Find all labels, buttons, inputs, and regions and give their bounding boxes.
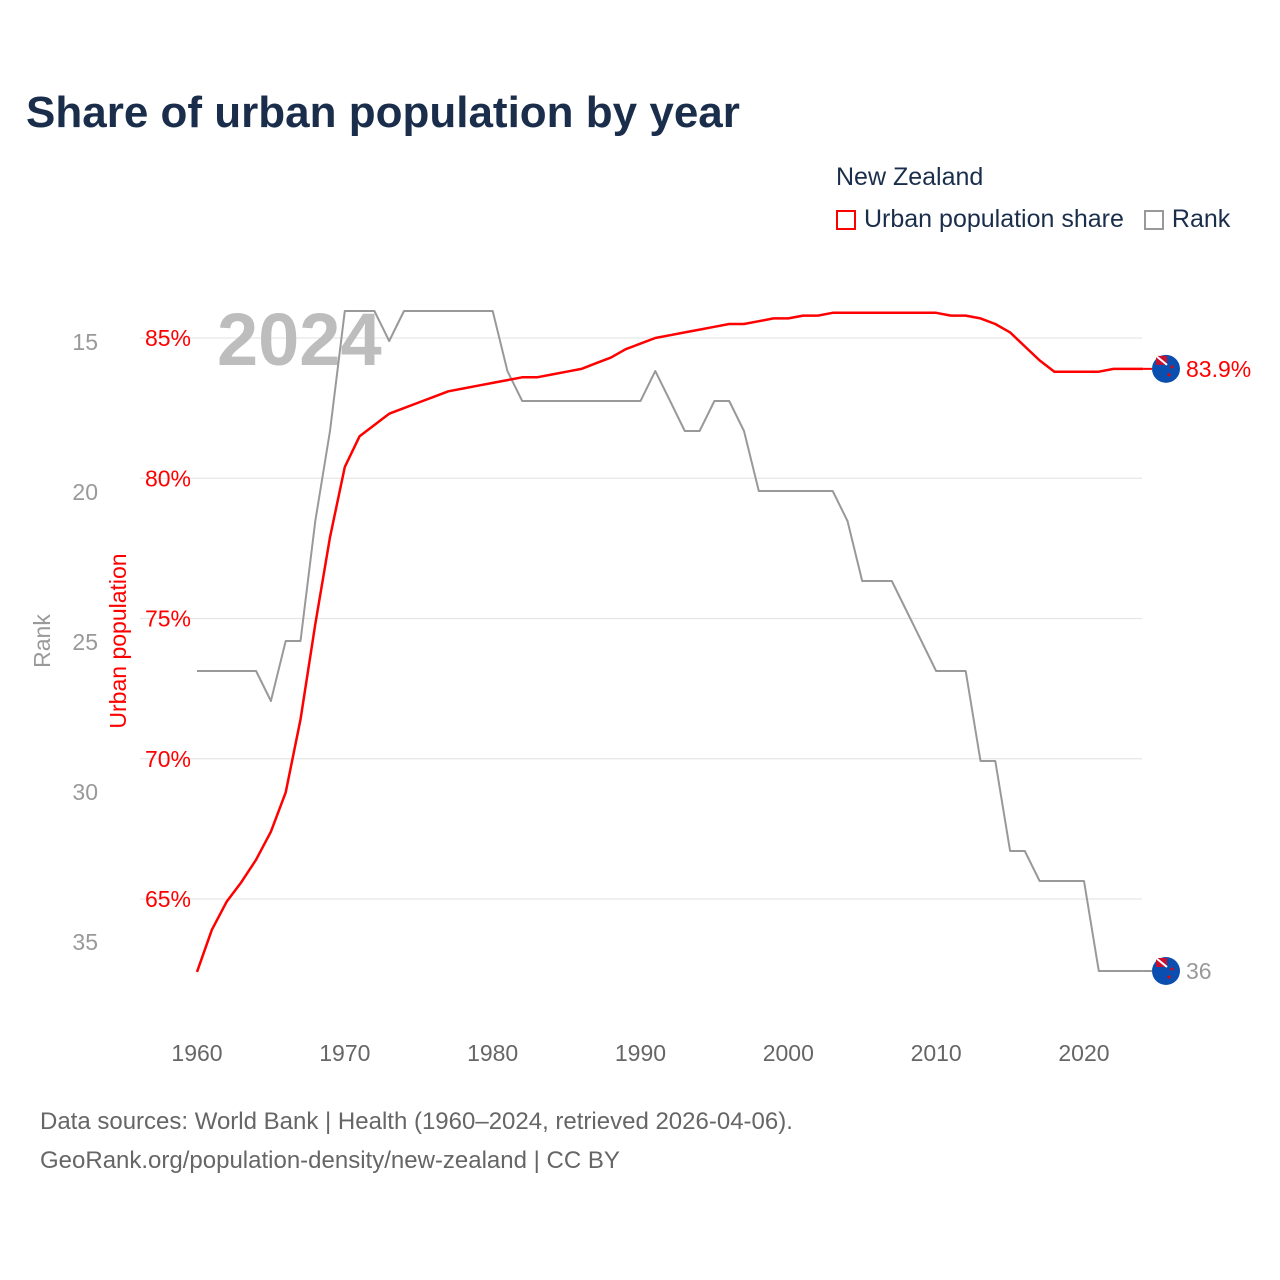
chart-title: Share of urban population by year (26, 88, 740, 137)
x-tick-label: 2020 (1058, 1040, 1109, 1066)
x-tick-label: 1980 (467, 1040, 518, 1066)
rank-line (197, 310, 1144, 972)
flag-star (1170, 967, 1174, 971)
rank-tick-label: 30 (72, 779, 98, 805)
urban-tick-label: 85% (145, 325, 191, 351)
urban-tick-label: 65% (145, 886, 191, 912)
urban-tick-label: 75% (145, 606, 191, 632)
urban-tick-label: 70% (145, 746, 191, 772)
rank-end-label: 36 (1186, 958, 1212, 984)
x-tick-label: 1990 (615, 1040, 666, 1066)
urban-tick-label: 80% (145, 465, 191, 491)
flag-star (1167, 373, 1171, 377)
flag-cross (1155, 355, 1168, 366)
flag-star (1167, 975, 1171, 979)
rank-tick-label: 35 (72, 929, 98, 955)
flag-star (1170, 365, 1174, 369)
legend-swatch-rank (1143, 209, 1164, 230)
rank-axis-label: Rank (29, 614, 55, 668)
x-tick-label: 1970 (319, 1040, 370, 1066)
legend-label-rank[interactable]: Rank (1171, 205, 1231, 233)
legend-swatch-urban (836, 209, 856, 230)
flag-cross (1155, 957, 1168, 968)
source-note: Data sources: World Bank | Health (1960–… (40, 1108, 793, 1135)
rank-tick-label: 20 (72, 479, 98, 505)
urban-line (195, 311, 1144, 973)
x-tick-label: 1960 (171, 1040, 222, 1066)
source-link[interactable]: GeoRank.org/population-density/new-zeala… (40, 1147, 620, 1174)
x-tick-label: 2000 (763, 1040, 814, 1066)
rank-tick-label: 25 (72, 629, 98, 655)
legend-title: New Zealand (836, 163, 984, 191)
urban-end-label: 83.9% (1186, 356, 1251, 382)
urban-axis-label: Urban population (105, 553, 131, 728)
x-tick-label: 2010 (911, 1040, 962, 1066)
legend: Urban population share Rank (836, 205, 1230, 234)
rank-tick-label: 15 (72, 329, 98, 355)
legend-label-urban[interactable]: Urban population share (864, 205, 1124, 233)
